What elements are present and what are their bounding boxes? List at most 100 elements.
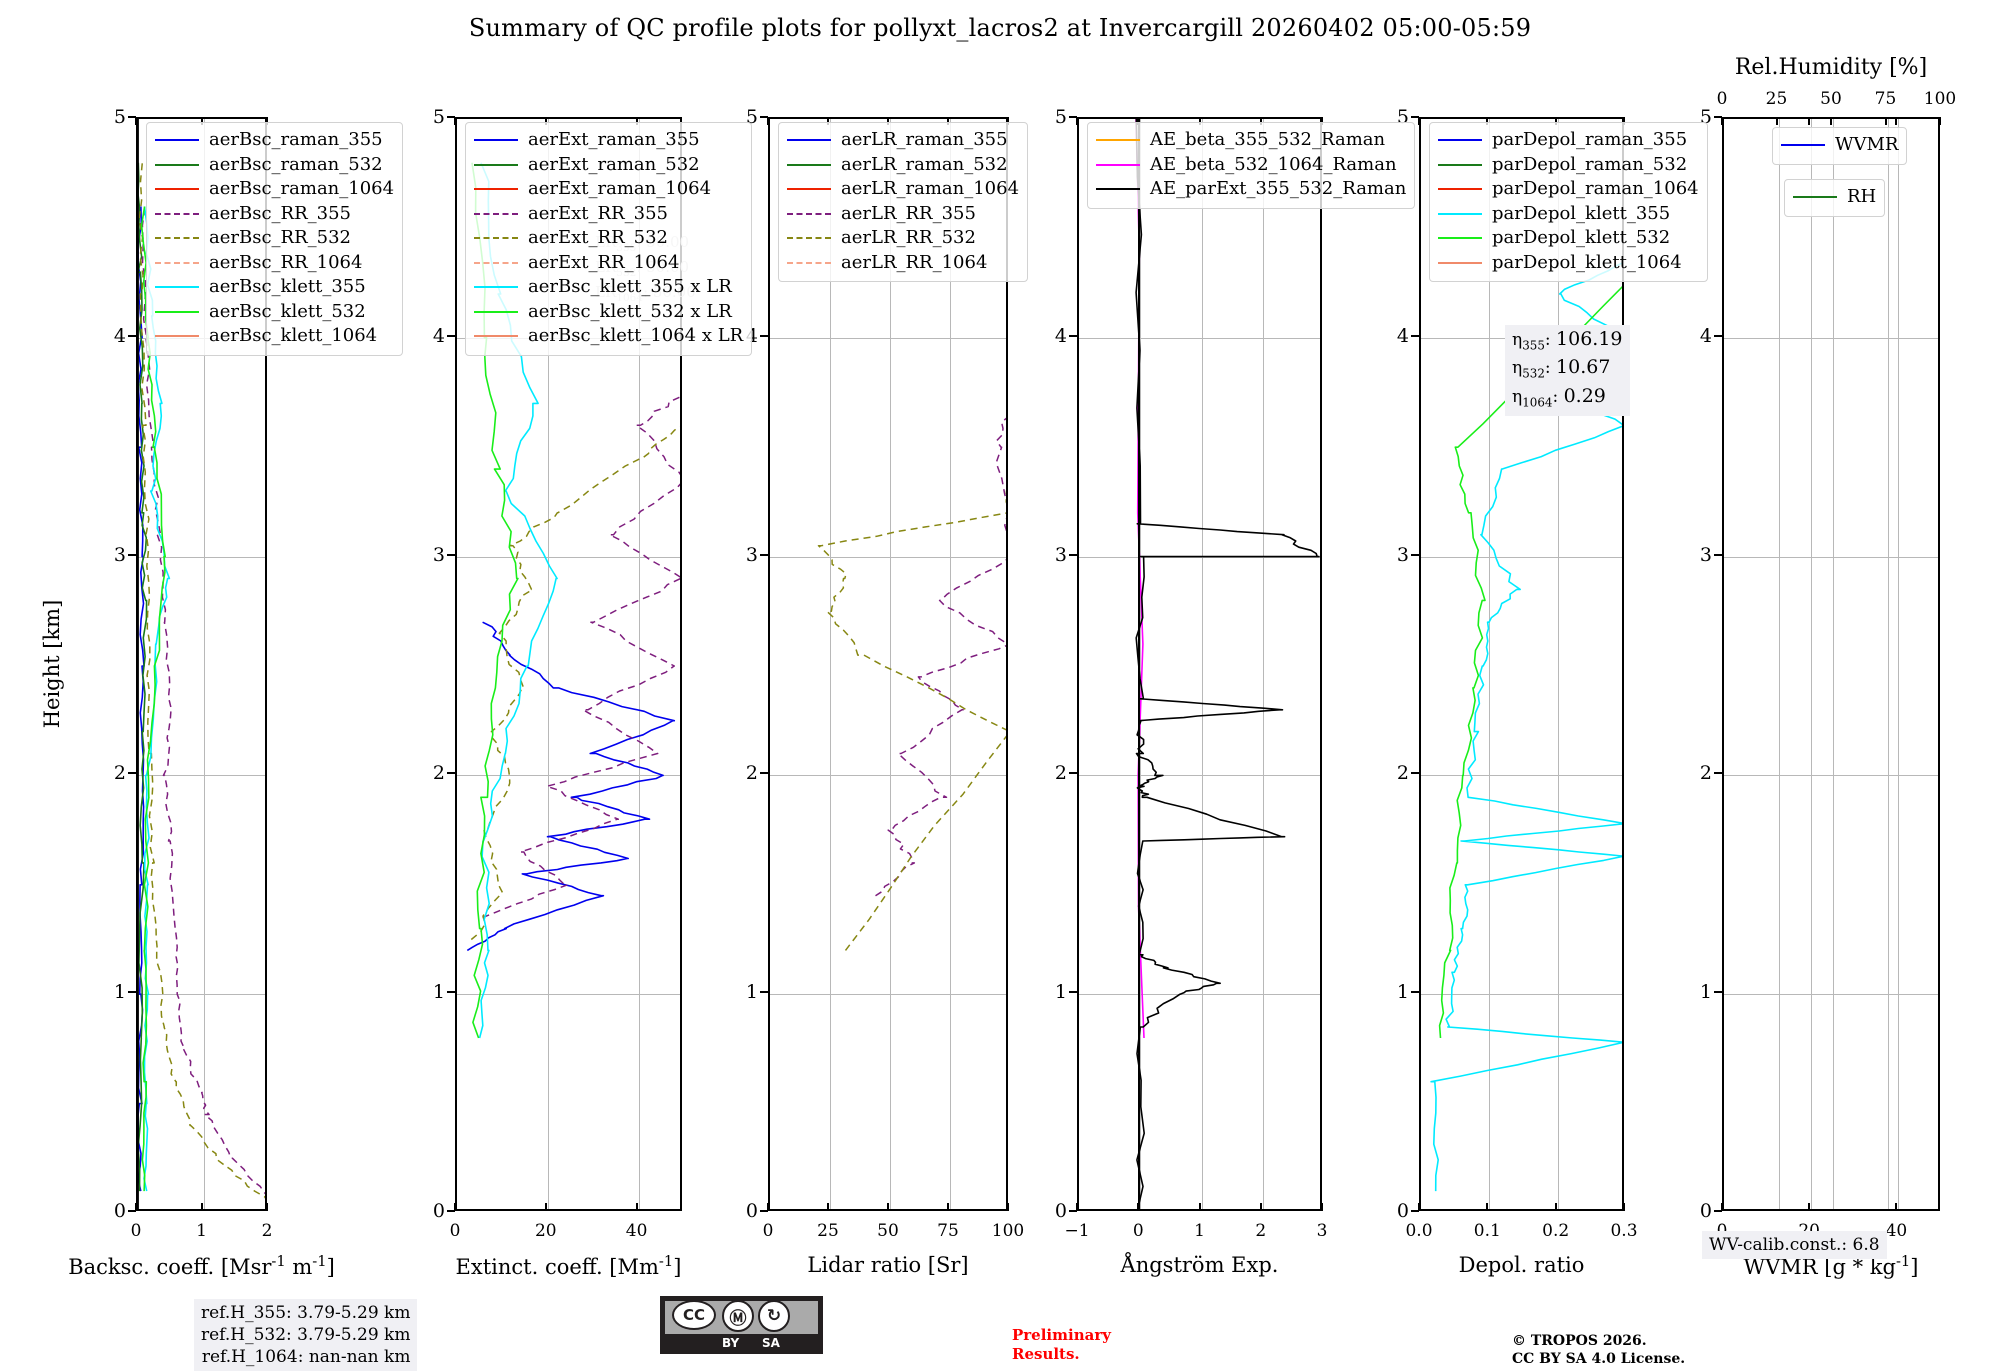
legend-item[interactable]: aerBsc_raman_1064 <box>155 177 394 202</box>
legend-item[interactable]: parDepol_klett_532 <box>1438 226 1699 251</box>
x-tick-top <box>1321 117 1323 125</box>
x-tick <box>200 1203 203 1211</box>
y-tick-label: 2 <box>1054 762 1067 785</box>
legend-label: parDepol_klett_1064 <box>1492 251 1682 273</box>
y-tick-label: 4 <box>1396 324 1409 347</box>
legend-swatch-icon <box>787 212 831 215</box>
legend-backscatter[interactable]: aerBsc_raman_355 aerBsc_raman_532 aerBsc_r… <box>146 122 404 356</box>
legend-item[interactable]: parDepol_raman_532 <box>1438 153 1699 178</box>
legend-item[interactable]: parDepol_raman_1064 <box>1438 177 1699 202</box>
gridline-vertical <box>1887 119 1889 1209</box>
y-tick-label: 3 <box>1054 543 1067 566</box>
x-tick <box>1623 1203 1625 1211</box>
legend-item[interactable]: parDepol_klett_355 <box>1438 202 1699 227</box>
legend-label: aerExt_RR_1064 <box>528 251 680 273</box>
legend-item[interactable]: parDepol_raman_355 <box>1438 128 1699 153</box>
x-tick <box>1007 1203 1009 1211</box>
x-tick-label: 1 <box>1194 1221 1205 1241</box>
legend-swatch-icon <box>155 139 199 142</box>
legend-item[interactable]: AE_parExt_355_532_Raman <box>1096 177 1406 202</box>
legend-wvmr-rh[interactable]: WVMR <box>1772 127 1908 165</box>
y-tick-label: 2 <box>745 762 758 785</box>
legend-angstrom[interactable]: AE_beta_355_532_Raman AE_beta_532_1064_Ra… <box>1087 122 1416 209</box>
x-tick-top <box>1895 117 1898 125</box>
y-tick-label: 4 <box>1054 324 1067 347</box>
legend-item[interactable]: AE_beta_532_1064_Raman <box>1096 153 1406 178</box>
y-tick-label: 1 <box>745 981 758 1004</box>
legend-item[interactable]: aerExt_raman_532 <box>474 153 743 178</box>
y-tick <box>128 334 136 337</box>
legend-item[interactable]: aerBsc_klett_1064 x LR <box>474 324 743 349</box>
y-tick <box>1411 116 1419 118</box>
legend-item[interactable]: aerBsc_klett_355 <box>155 275 394 300</box>
x-tick-label: 0 <box>762 1221 774 1241</box>
legend-item[interactable]: aerExt_RR_532 <box>474 226 743 251</box>
y-tick <box>1069 772 1077 775</box>
x-tick-top <box>827 117 829 125</box>
x-axis-label-extinction: Extinct. coeff. [Mm-1] <box>455 1253 682 1279</box>
legend-label: aerExt_raman_355 <box>528 129 700 150</box>
legend-swatch-icon <box>155 212 199 215</box>
y-tick <box>128 1210 136 1212</box>
x-tick-top <box>135 117 137 125</box>
top-axis-label: Rel.Humidity [%] <box>1734 55 1928 80</box>
legend-item[interactable]: aerBsc_RR_355 <box>155 202 394 227</box>
x-tick <box>1198 1203 1201 1211</box>
legend-item[interactable]: parDepol_klett_1064 <box>1438 251 1699 276</box>
legend-item[interactable]: aerBsc_klett_532 <box>155 300 394 325</box>
gridline-vertical <box>1898 119 1900 1209</box>
y-tick-label: 1 <box>1054 981 1067 1004</box>
legend-label: parDepol_raman_355 <box>1492 129 1688 150</box>
legend-depol-ratio[interactable]: parDepol_raman_355 parDepol_raman_532 parD… <box>1429 122 1708 282</box>
legend-label: parDepol_klett_355 <box>1492 202 1671 224</box>
legend-label: parDepol_klett_532 <box>1492 227 1671 248</box>
legend-item[interactable]: aerExt_raman_355 <box>474 128 743 153</box>
x-tick-top <box>1076 117 1078 125</box>
y-tick <box>1411 334 1419 337</box>
legend-item[interactable]: aerLR_RR_355 <box>787 202 1019 227</box>
legend-item[interactable]: aerLR_raman_532 <box>787 153 1019 178</box>
x-tick-top <box>200 117 203 125</box>
x-tick <box>454 1203 456 1211</box>
legend-item[interactable]: aerExt_RR_1064 <box>474 251 743 276</box>
legend-item[interactable]: aerBsc_klett_532 x LR <box>474 300 743 325</box>
x-tick-top <box>887 117 889 125</box>
gridline-vertical <box>1262 119 1264 1209</box>
gridline-horizontal <box>1421 556 1622 558</box>
legend-extinction[interactable]: aerExt_raman_355 aerExt_raman_532 aerExt_r… <box>465 122 753 356</box>
legend-lidar-ratio[interactable]: aerLR_raman_355 aerLR_raman_532 aerLR_rama… <box>778 122 1029 282</box>
legend-item[interactable]: aerBsc_klett_1064 <box>155 324 394 349</box>
legend-swatch-icon <box>155 237 199 240</box>
y-tick <box>1714 334 1722 337</box>
y-tick <box>1069 116 1077 118</box>
legend-item[interactable]: aerExt_raman_1064 <box>474 177 743 202</box>
legend-item[interactable]: aerLR_raman_1064 <box>787 177 1019 202</box>
top-x-tick <box>1939 117 1941 125</box>
legend-rh[interactable]: RH <box>1784 179 1886 217</box>
plot-panel-depol-ratio <box>1419 117 1624 1211</box>
legend-item[interactable]: aerExt_RR_355 <box>474 202 743 227</box>
x-axis-label-backscatter: Backsc. coeff. [Msr-1 m-1] <box>68 1253 335 1279</box>
zero-reference-line-angstrom <box>1138 117 1140 1211</box>
legend-label: RH <box>1847 186 1877 207</box>
legend-item[interactable]: aerBsc_klett_355 x LR <box>474 275 743 300</box>
x-tick-top <box>544 117 547 125</box>
y-tick <box>1411 772 1419 775</box>
series-layer <box>1430 181 1622 1192</box>
legend-item[interactable]: RH <box>1793 185 1876 210</box>
legend-item[interactable]: aerBsc_raman_355 <box>155 128 394 153</box>
legend-item[interactable]: aerBsc_RR_1064 <box>155 251 394 276</box>
top-x-tick <box>1721 117 1723 125</box>
legend-item[interactable]: AE_beta_355_532_Raman <box>1096 128 1406 153</box>
y-tick <box>447 772 455 775</box>
eta-annotation-box: η355: 106.19 η532: 10.67 η1064: 0.29 <box>1505 325 1630 417</box>
legend-item[interactable]: aerBsc_raman_532 <box>155 153 394 178</box>
gridline-horizontal <box>770 556 1006 558</box>
x-tick-top <box>947 117 949 125</box>
legend-item[interactable]: aerBsc_RR_532 <box>155 226 394 251</box>
legend-item[interactable]: aerLR_RR_532 <box>787 226 1019 251</box>
legend-item[interactable]: aerLR_RR_1064 <box>787 251 1019 276</box>
legend-item[interactable]: WVMR <box>1781 133 1898 158</box>
y-tick <box>128 116 136 118</box>
legend-item[interactable]: aerLR_raman_355 <box>787 128 1019 153</box>
